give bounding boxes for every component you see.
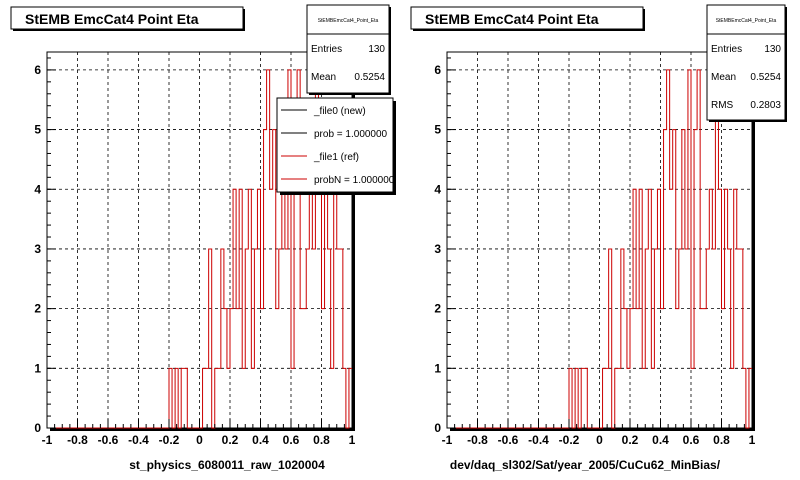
x-tick-label: -0.6 [498, 433, 519, 447]
y-tick-label: 4 [34, 182, 41, 196]
title-box [10, 6, 244, 30]
y-tick-label: 6 [434, 63, 441, 77]
stats-mean-value: 0.5254 [354, 72, 385, 83]
x-tick-label: -0.8 [67, 433, 88, 447]
x-tick-label: -0.6 [98, 433, 119, 447]
legend-entry-label: prob = 1.000000 [314, 129, 388, 140]
y-tick-label: 3 [34, 242, 41, 256]
x-tick-label: 0.2 [622, 433, 639, 447]
stats-box-frame [306, 4, 390, 94]
stats-entries-value: 130 [764, 44, 781, 55]
chart-title: StEMB EmcCat4 Point Eta [25, 11, 199, 27]
y-tick-label: 4 [434, 182, 441, 196]
stats-name: StEMBEmcCat4_Point_Eta [716, 18, 777, 24]
x-tick-label: -1 [42, 433, 53, 447]
histogram-series-1 [447, 69, 752, 429]
stats-mean-label: Mean [711, 72, 736, 83]
y-tick-label: 5 [434, 123, 441, 137]
stats-box: StEMBEmcCat4_Point_Eta Entries 130 Mean 0.52… [306, 4, 391, 95]
x-tick-label: 0 [196, 433, 203, 447]
y-tick-label: 0 [34, 421, 41, 435]
x-tick-label: 1 [749, 433, 756, 447]
x-tick-label: -0.4 [528, 433, 549, 447]
stats-mean-label: Mean [311, 72, 336, 83]
legend: _file0 (new) prob = 1.000000 _file1 (ref) p… [276, 97, 396, 195]
x-tick-label: 0.4 [252, 433, 269, 447]
y-tick-label: 3 [434, 242, 441, 256]
legend-entry-label: _file1 (ref) [313, 152, 359, 163]
x-axis-label: dev/daq_sl302/Sat/year_2005/CuCu62_MinBi… [450, 458, 721, 472]
legend-entry-label: _file0 (new) [313, 106, 366, 117]
stats-box: StEMBEmcCat4_Point_Eta Entries 130 Mean 0.52… [706, 4, 787, 122]
x-tick-label: -0.2 [159, 433, 180, 447]
x-tick-label: 0.6 [683, 433, 700, 447]
y-tick-label: 0 [434, 421, 441, 435]
x-tick-label: 0.6 [283, 433, 300, 447]
y-tick-label: 2 [34, 302, 41, 316]
x-tick-label: 0.4 [652, 433, 669, 447]
title-box [410, 6, 644, 30]
stats-entries-label: Entries [711, 44, 742, 55]
stats-mean-value: 0.5254 [750, 72, 781, 83]
y-tick-label: 1 [434, 361, 441, 375]
x-tick-label: -1 [442, 433, 453, 447]
x-tick-label: 0.2 [222, 433, 239, 447]
stats-entries-value: 130 [368, 44, 385, 55]
legend-frame [276, 97, 394, 193]
legend-entry-label: probN = 1.000000 [314, 175, 395, 186]
stats-rms-value: 0.2803 [750, 100, 781, 111]
y-tick-label: 5 [34, 123, 41, 137]
y-tick-label: 6 [34, 63, 41, 77]
x-tick-label: 0.8 [313, 433, 330, 447]
x-tick-label: 0 [596, 433, 603, 447]
chart-panel-1: -1 -0.8 -0.6 -0.4 -0.2 0 0.2 0.4 0.6 0.8 1 0 1 2 3 4 5 6 s… [10, 4, 396, 472]
stats-box-frame [706, 4, 786, 121]
stats-rms-label: RMS [711, 100, 734, 111]
x-axis-label: st_physics_6080011_raw_1020004 [129, 458, 325, 472]
x-tick-label: 0.8 [713, 433, 730, 447]
y-tick-label: 1 [34, 361, 41, 375]
chart-panel-2: -1 -0.8 -0.6 -0.4 -0.2 0 0.2 0.4 0.6 0.8 1 0 1 2 3 4 5 6 d… [410, 4, 787, 472]
y-tick-label: 2 [434, 302, 441, 316]
x-tick-label: -0.8 [467, 433, 488, 447]
stats-name: StEMBEmcCat4_Point_Eta [318, 18, 379, 24]
stats-entries-label: Entries [311, 44, 342, 55]
x-tick-label: -0.2 [559, 433, 580, 447]
x-tick-label: 1 [349, 433, 356, 447]
x-tick-label: -0.4 [128, 433, 149, 447]
chart-title: StEMB EmcCat4 Point Eta [425, 11, 599, 27]
